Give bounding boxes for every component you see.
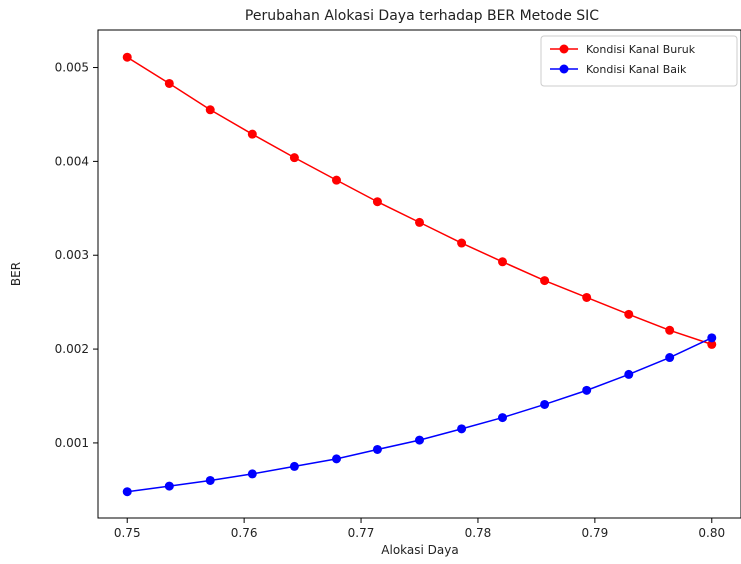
data-point xyxy=(164,78,174,88)
data-point xyxy=(457,424,467,434)
data-point xyxy=(289,153,299,163)
data-point xyxy=(457,238,467,248)
data-point xyxy=(415,435,424,445)
data-point xyxy=(665,325,675,335)
legend: Kondisi Kanal Buruk Kondisi Kanal Baik xyxy=(540,35,738,87)
legend-swatch-marker xyxy=(559,44,569,54)
y-axis: 0.001 0.002 0.003 0.004 0.005 xyxy=(55,61,98,450)
data-point xyxy=(540,399,550,409)
series-layer xyxy=(122,52,717,497)
data-point xyxy=(498,413,508,423)
data-point xyxy=(289,461,299,471)
y-tick-label: 0.004 xyxy=(55,154,89,168)
data-point xyxy=(582,385,592,395)
x-tick-label: 0.80 xyxy=(698,526,725,540)
legend-swatch-marker xyxy=(559,64,569,74)
data-point xyxy=(624,309,634,319)
data-point xyxy=(372,444,382,454)
data-point xyxy=(205,105,215,115)
data-point xyxy=(205,475,215,485)
data-point xyxy=(331,454,341,464)
chart-title: Perubahan Alokasi Daya terhadap BER Meto… xyxy=(245,8,599,24)
x-tick-label: 0.78 xyxy=(465,526,492,540)
data-point xyxy=(624,369,634,379)
x-tick-label: 0.75 xyxy=(114,526,141,540)
data-point xyxy=(247,469,257,479)
y-tick-label: 0.005 xyxy=(55,61,89,75)
plot-frame xyxy=(97,29,741,519)
data-point xyxy=(122,52,132,62)
data-point xyxy=(707,333,717,343)
data-point xyxy=(707,339,717,349)
series-1 xyxy=(122,333,717,497)
legend-item: Kondisi Kanal Baik xyxy=(550,63,687,76)
x-axis-title: Alokasi Daya xyxy=(381,543,458,557)
series-line xyxy=(126,56,713,346)
legend-label: Kondisi Kanal Buruk xyxy=(586,43,696,56)
y-tick-label: 0.001 xyxy=(55,436,89,450)
data-point xyxy=(122,487,132,497)
series-0 xyxy=(122,52,717,349)
x-tick-label: 0.79 xyxy=(582,526,609,540)
y-axis-title: BER xyxy=(9,262,23,286)
y-tick-label: 0.002 xyxy=(55,342,89,356)
data-point xyxy=(415,217,424,227)
data-point xyxy=(498,257,508,267)
data-point xyxy=(164,481,174,491)
data-point xyxy=(372,197,382,207)
legend-box xyxy=(540,35,738,87)
x-tick-label: 0.77 xyxy=(348,526,375,540)
data-point xyxy=(582,292,592,302)
data-point xyxy=(540,276,550,286)
data-point xyxy=(247,129,257,139)
x-tick-label: 0.76 xyxy=(231,526,258,540)
legend-label: Kondisi Kanal Baik xyxy=(586,63,687,76)
data-point xyxy=(665,353,675,363)
legend-item: Kondisi Kanal Buruk xyxy=(550,43,696,56)
x-axis: 0.75 0.76 0.77 0.78 0.79 0.80 xyxy=(114,518,725,540)
series-line xyxy=(127,337,713,493)
y-tick-label: 0.003 xyxy=(55,248,89,262)
plot-area xyxy=(97,29,741,519)
data-point xyxy=(331,175,341,185)
